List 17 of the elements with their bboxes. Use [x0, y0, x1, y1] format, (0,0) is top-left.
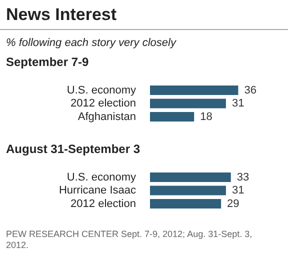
data-label: 36	[244, 84, 256, 96]
chart-title: News Interest	[0, 0, 288, 30]
data-label: 33	[236, 171, 250, 184]
chart-title: August 31-September 3	[5, 141, 142, 158]
y-axis-title: September 7-9	[5, 54, 90, 71]
y-tick-label: Hurricane Isaac	[58, 184, 136, 197]
y-tick-label: U.S. economy	[66, 84, 136, 96]
text: PEW RESEARCH CENTER Sept. 7-9, 2012; Aug. 31-Sept. 3, 2012.	[5, 228, 254, 251]
data-label: 29	[227, 198, 240, 210]
data-label: 18	[200, 110, 212, 123]
y-tick-label: 2012 election	[70, 198, 136, 210]
y-tick-label: 2012 election	[70, 98, 136, 110]
y-tick-label: Afghanistan	[78, 110, 136, 123]
y-tick-label: U.S. economy	[66, 171, 136, 184]
data-label: 31	[232, 184, 244, 197]
data-label: 31	[232, 98, 244, 110]
chart-subtitle: % following each story very closely	[5, 36, 178, 49]
